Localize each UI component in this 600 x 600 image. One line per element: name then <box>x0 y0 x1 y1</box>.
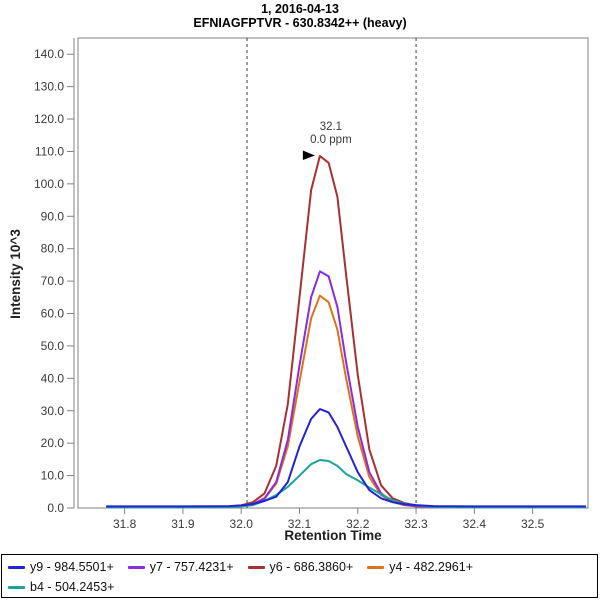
legend-swatch-y4 <box>367 565 385 569</box>
legend-label-b4: b4 - 504.2453+ <box>30 580 115 594</box>
legend-box: y9 - 984.5501+ y7 - 757.4231+ y6 - 686.386… <box>1 554 598 598</box>
legend-row-2: b4 - 504.2453+ <box>8 577 597 597</box>
plot-border <box>77 37 589 509</box>
y-tick-label: 120.0 <box>34 112 64 126</box>
legend-item-y9: y9 - 984.5501+ <box>8 560 114 574</box>
legend-swatch-y9 <box>8 565 25 569</box>
y-tick-label: 140.0 <box>34 47 64 61</box>
legend-swatch-b4 <box>8 585 25 589</box>
legend-label-y7: y7 - 757.4231+ <box>149 560 234 574</box>
y-tick-label: 30.0 <box>41 404 65 418</box>
x-tick-label: 31.9 <box>171 517 195 531</box>
y-tick-label: 130.0 <box>34 80 64 94</box>
x-tick-label: 31.8 <box>113 517 137 531</box>
y-tick-label: 100.0 <box>34 177 64 191</box>
peak-ppm-annotation: 0.0 ppm <box>310 134 352 146</box>
x-tick-label: 32.3 <box>404 517 428 531</box>
peak-apex-arrow-icon <box>302 150 315 160</box>
chromatogram-trace-y9 <box>106 408 587 508</box>
y-tick-label: 20.0 <box>41 436 65 450</box>
peak-rt-annotation: 32.1 <box>320 121 342 133</box>
chromatogram-trace-y4 <box>106 294 587 508</box>
y-tick-label: 110.0 <box>35 144 64 158</box>
chart-title-peptide: EFNIAGFPTVR - 630.8342++ (heavy) <box>193 16 407 30</box>
y-tick-label: 90.0 <box>41 209 65 223</box>
legend-label-y4: y4 - 482.2961+ <box>389 560 473 574</box>
y-tick-label: 10.0 <box>41 469 65 483</box>
y-axis-label: Intensity 10^3 <box>8 229 23 319</box>
x-tick-label: 32.1 <box>288 517 312 531</box>
x-tick-label: 32.4 <box>463 517 487 531</box>
y-tick-label: 60.0 <box>41 307 65 321</box>
chromatogram-trace-y7 <box>106 270 587 508</box>
chromatogram-plot[interactable]: 0.0 10.0 20.0 30.0 40.0 50.0 60.0 70.0 80.0 90.0 1… <box>0 0 600 552</box>
legend-item-y6: y6 - 686.3860+ <box>247 560 354 574</box>
chromatogram-trace-b4 <box>106 459 587 509</box>
y-tick-label: 40.0 <box>41 371 65 385</box>
x-axis-label: Retention Time <box>284 528 382 543</box>
x-tick-label: 32.2 <box>346 517 370 531</box>
chromatogram-trace-y6 <box>106 155 587 508</box>
x-tick-label: 32.0 <box>230 517 254 531</box>
legend-label-y9: y9 - 984.5501+ <box>30 560 114 574</box>
legend-item-y4: y4 - 482.2961+ <box>367 560 473 574</box>
y-tick-label: 80.0 <box>41 242 65 256</box>
legend-item-b4: b4 - 504.2453+ <box>8 580 114 594</box>
legend-swatch-y7 <box>127 565 145 569</box>
legend-swatch-y6 <box>247 565 265 569</box>
legend-label-y6: y6 - 686.3860+ <box>269 560 354 574</box>
legend-row-1: y9 - 984.5501+ y7 - 757.4231+ y6 - 686.386… <box>8 557 597 577</box>
legend-item-y7: y7 - 757.4231+ <box>127 560 234 574</box>
y-tick-label: 0.0 <box>47 501 64 515</box>
x-tick-label: 32.5 <box>521 517 545 531</box>
chart-title-replicate: 1, 2016-04-13 <box>261 2 339 16</box>
y-tick-label: 50.0 <box>41 339 65 353</box>
y-tick-label: 70.0 <box>41 274 65 288</box>
